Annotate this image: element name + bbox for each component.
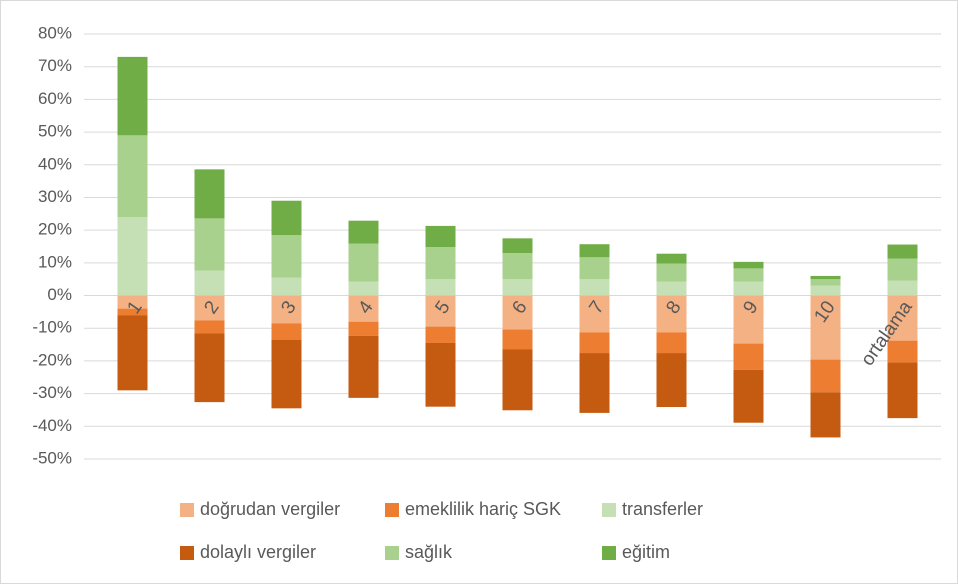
- legend-label: eğitim: [622, 542, 670, 562]
- y-tick-label: 30%: [38, 187, 72, 206]
- bar-segment: [271, 339, 302, 409]
- bar-segment: [502, 349, 533, 411]
- bar-segment: [425, 247, 456, 280]
- bar-segment: [810, 359, 841, 393]
- bar-segment: [579, 244, 610, 258]
- legend-label: dolaylı vergiler: [200, 542, 316, 562]
- y-tick-label: 20%: [38, 220, 72, 239]
- y-tick-label: 10%: [38, 252, 72, 271]
- bar-segment: [579, 332, 610, 354]
- bar-segment: [887, 280, 918, 296]
- bar-segment: [502, 329, 533, 350]
- bar-segment: [348, 220, 379, 244]
- bar-segment: [194, 333, 225, 403]
- bar-segment: [502, 279, 533, 296]
- bar-segment: [887, 244, 918, 259]
- bar-segment: [887, 362, 918, 419]
- legend-swatch: [602, 503, 616, 517]
- bar-segment: [656, 263, 687, 282]
- bar-segment: [117, 315, 148, 391]
- bar-segment: [733, 295, 764, 344]
- y-tick-label: 0%: [47, 285, 72, 304]
- bar-segment: [656, 281, 687, 296]
- bar-segment: [117, 56, 148, 136]
- bar-segment: [194, 295, 225, 321]
- legend-swatch: [602, 546, 616, 560]
- y-tick-label: -10%: [32, 318, 72, 337]
- bar-segment: [271, 277, 302, 296]
- bar-segment: [117, 308, 148, 316]
- bar-segment: [271, 235, 302, 278]
- bar-segment: [810, 392, 841, 438]
- bar-segment: [117, 135, 148, 218]
- bar-segment: [194, 270, 225, 296]
- bar-segment: [194, 218, 225, 271]
- bar-segment: [810, 295, 841, 360]
- bar-segment: [810, 275, 841, 280]
- legend-swatch: [180, 546, 194, 560]
- y-tick-label: -20%: [32, 350, 72, 369]
- legend-swatch: [180, 503, 194, 517]
- bar-segment: [271, 295, 302, 324]
- bar-segment: [502, 295, 533, 330]
- y-tick-label: -50%: [32, 448, 72, 467]
- y-tick-label: 70%: [38, 56, 72, 75]
- y-tick-label: -40%: [32, 416, 72, 435]
- legend-label: emeklilik hariç SGK: [405, 499, 561, 519]
- bar-segment: [194, 169, 225, 219]
- bar-segment: [425, 295, 456, 327]
- bar-segment: [348, 281, 379, 296]
- bar-segment: [887, 340, 918, 363]
- bar-segment: [656, 253, 687, 264]
- bar-segment: [425, 225, 456, 248]
- bar-segment: [579, 257, 610, 280]
- bar-segment: [733, 369, 764, 423]
- bar-segment: [502, 253, 533, 280]
- bar-segment: [348, 335, 379, 398]
- y-tick-label: 40%: [38, 154, 72, 173]
- legend-swatch: [385, 546, 399, 560]
- bar-segment: [656, 353, 687, 408]
- bar-segment: [117, 295, 148, 309]
- bar-segment: [887, 295, 918, 341]
- legend-label: doğrudan vergiler: [200, 499, 340, 519]
- bar-segment: [579, 279, 610, 296]
- bar-segment: [887, 258, 918, 281]
- legend-swatch: [385, 503, 399, 517]
- y-tick-label: 50%: [38, 122, 72, 141]
- bar-segment: [348, 321, 379, 336]
- bar-segment: [579, 353, 610, 413]
- bar-segment: [348, 243, 379, 282]
- y-tick-label: -30%: [32, 383, 72, 402]
- bar-segment: [425, 326, 456, 343]
- bar-segment: [117, 217, 148, 296]
- bar-segment: [733, 281, 764, 296]
- bar-segment: [810, 279, 841, 286]
- bar-segment: [425, 342, 456, 407]
- bar-segment: [348, 295, 379, 322]
- legend-label: transferler: [622, 499, 703, 519]
- y-tick-label: 60%: [38, 89, 72, 108]
- y-tick-label: 80%: [38, 23, 72, 42]
- bar-segment: [733, 261, 764, 269]
- bar-segment: [579, 295, 610, 333]
- bar-segment: [271, 200, 302, 236]
- bar-segment: [656, 295, 687, 333]
- bar-segment: [425, 279, 456, 296]
- bar-segment: [733, 268, 764, 282]
- bar-segment: [271, 323, 302, 340]
- bar-segment: [733, 343, 764, 370]
- bar-segment: [810, 285, 841, 296]
- bar-segment: [194, 320, 225, 334]
- bar-segment: [656, 332, 687, 354]
- bar-segment: [502, 238, 533, 254]
- legend-label: sağlık: [405, 542, 453, 562]
